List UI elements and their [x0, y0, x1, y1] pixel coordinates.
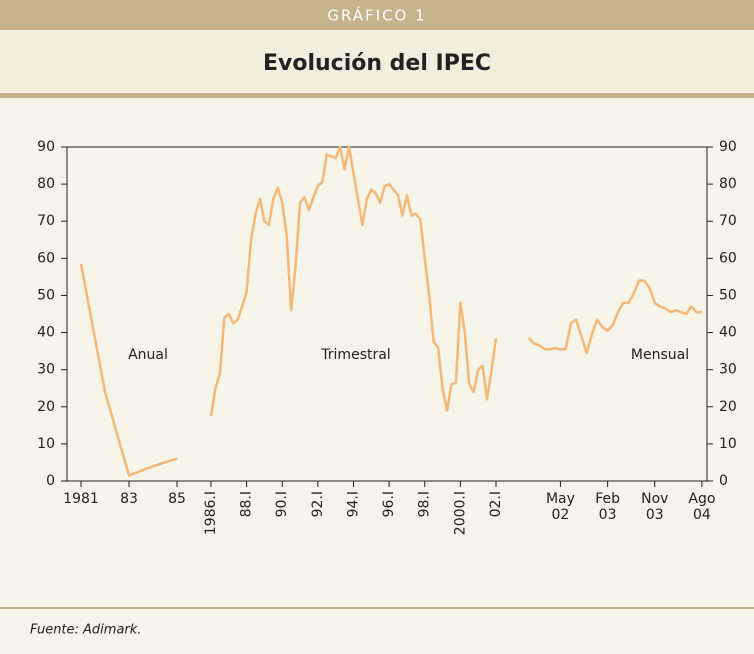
x-tick-label: 92.I: [310, 491, 326, 517]
line: [528, 279, 702, 355]
title-band: [0, 30, 754, 94]
x-tick-label: Nov 03: [641, 491, 668, 523]
x-tick-label-line: 03: [599, 507, 617, 523]
x-tick-label: 1986.I: [203, 491, 219, 535]
x-tick-label: 90.I: [274, 491, 290, 517]
x-tick-label: 88.I: [239, 491, 255, 517]
y-tick-label: 60: [37, 250, 55, 266]
series-label: Trimestral: [320, 347, 390, 363]
x-tick-label-line: Ago: [688, 491, 715, 507]
y2-tick-label: 30: [719, 362, 737, 378]
x-tick-label-line: 04: [693, 507, 711, 523]
x-tick-label-line: 02: [552, 507, 570, 523]
y2-tick-label: 80: [719, 176, 737, 192]
x-tick-label: 83: [120, 491, 138, 507]
y-tick-label: 90: [37, 139, 55, 155]
y-tick-label: 40: [37, 325, 55, 341]
y2-tick-label: 40: [719, 325, 737, 341]
x-tick-label: May 02: [546, 491, 575, 523]
y2-tick-label: 60: [719, 250, 737, 266]
y2-tick-label: 20: [719, 399, 737, 415]
y-tick-label: 50: [37, 287, 55, 303]
y2-tick-label: 90: [719, 139, 737, 155]
y-tick-label: 30: [37, 362, 55, 378]
x-tick-label: 98.I: [417, 491, 433, 517]
y-tick-label: 0: [46, 473, 55, 489]
title-rule: [0, 93, 754, 98]
x-tick-label: 96.I: [381, 491, 397, 517]
x-tick-label: 1981: [63, 491, 99, 507]
series-label: Anual: [128, 347, 168, 363]
header-label: GRÁFICO 1: [327, 6, 426, 25]
x-tick-label-line: Nov: [641, 491, 668, 507]
x-tick-label-line: May: [546, 491, 575, 507]
y2-tick-label: 0: [719, 473, 728, 489]
line: [79, 263, 178, 477]
y-tick-label: 80: [37, 176, 55, 192]
header-bar: [0, 0, 754, 30]
series-label: Mensual: [631, 347, 689, 363]
y2-tick-label: 50: [719, 287, 737, 303]
x-tick-label: Feb 03: [595, 491, 620, 523]
source-note: Fuente: Adimark.: [30, 623, 141, 638]
x-tick-label: 2000.I: [452, 491, 468, 535]
plot-frame: [66, 146, 708, 482]
x-tick-label: 94.I: [345, 491, 361, 517]
line: [209, 145, 498, 417]
x-tick-label: 02.I: [488, 491, 504, 517]
x-tick-label: 85: [168, 491, 186, 507]
y-tick-label: 10: [37, 436, 55, 452]
x-tick-label-line: 03: [646, 507, 664, 523]
x-tick-label: Ago 04: [688, 491, 715, 523]
y-tick-label: 20: [37, 399, 55, 415]
x-tick-label-line: Feb: [595, 491, 620, 507]
y2-tick-label: 70: [719, 213, 737, 229]
y-tick-label: 70: [37, 213, 55, 229]
y2-tick-label: 10: [719, 436, 737, 452]
chart-title: Evolución del IPEC: [263, 51, 491, 76]
